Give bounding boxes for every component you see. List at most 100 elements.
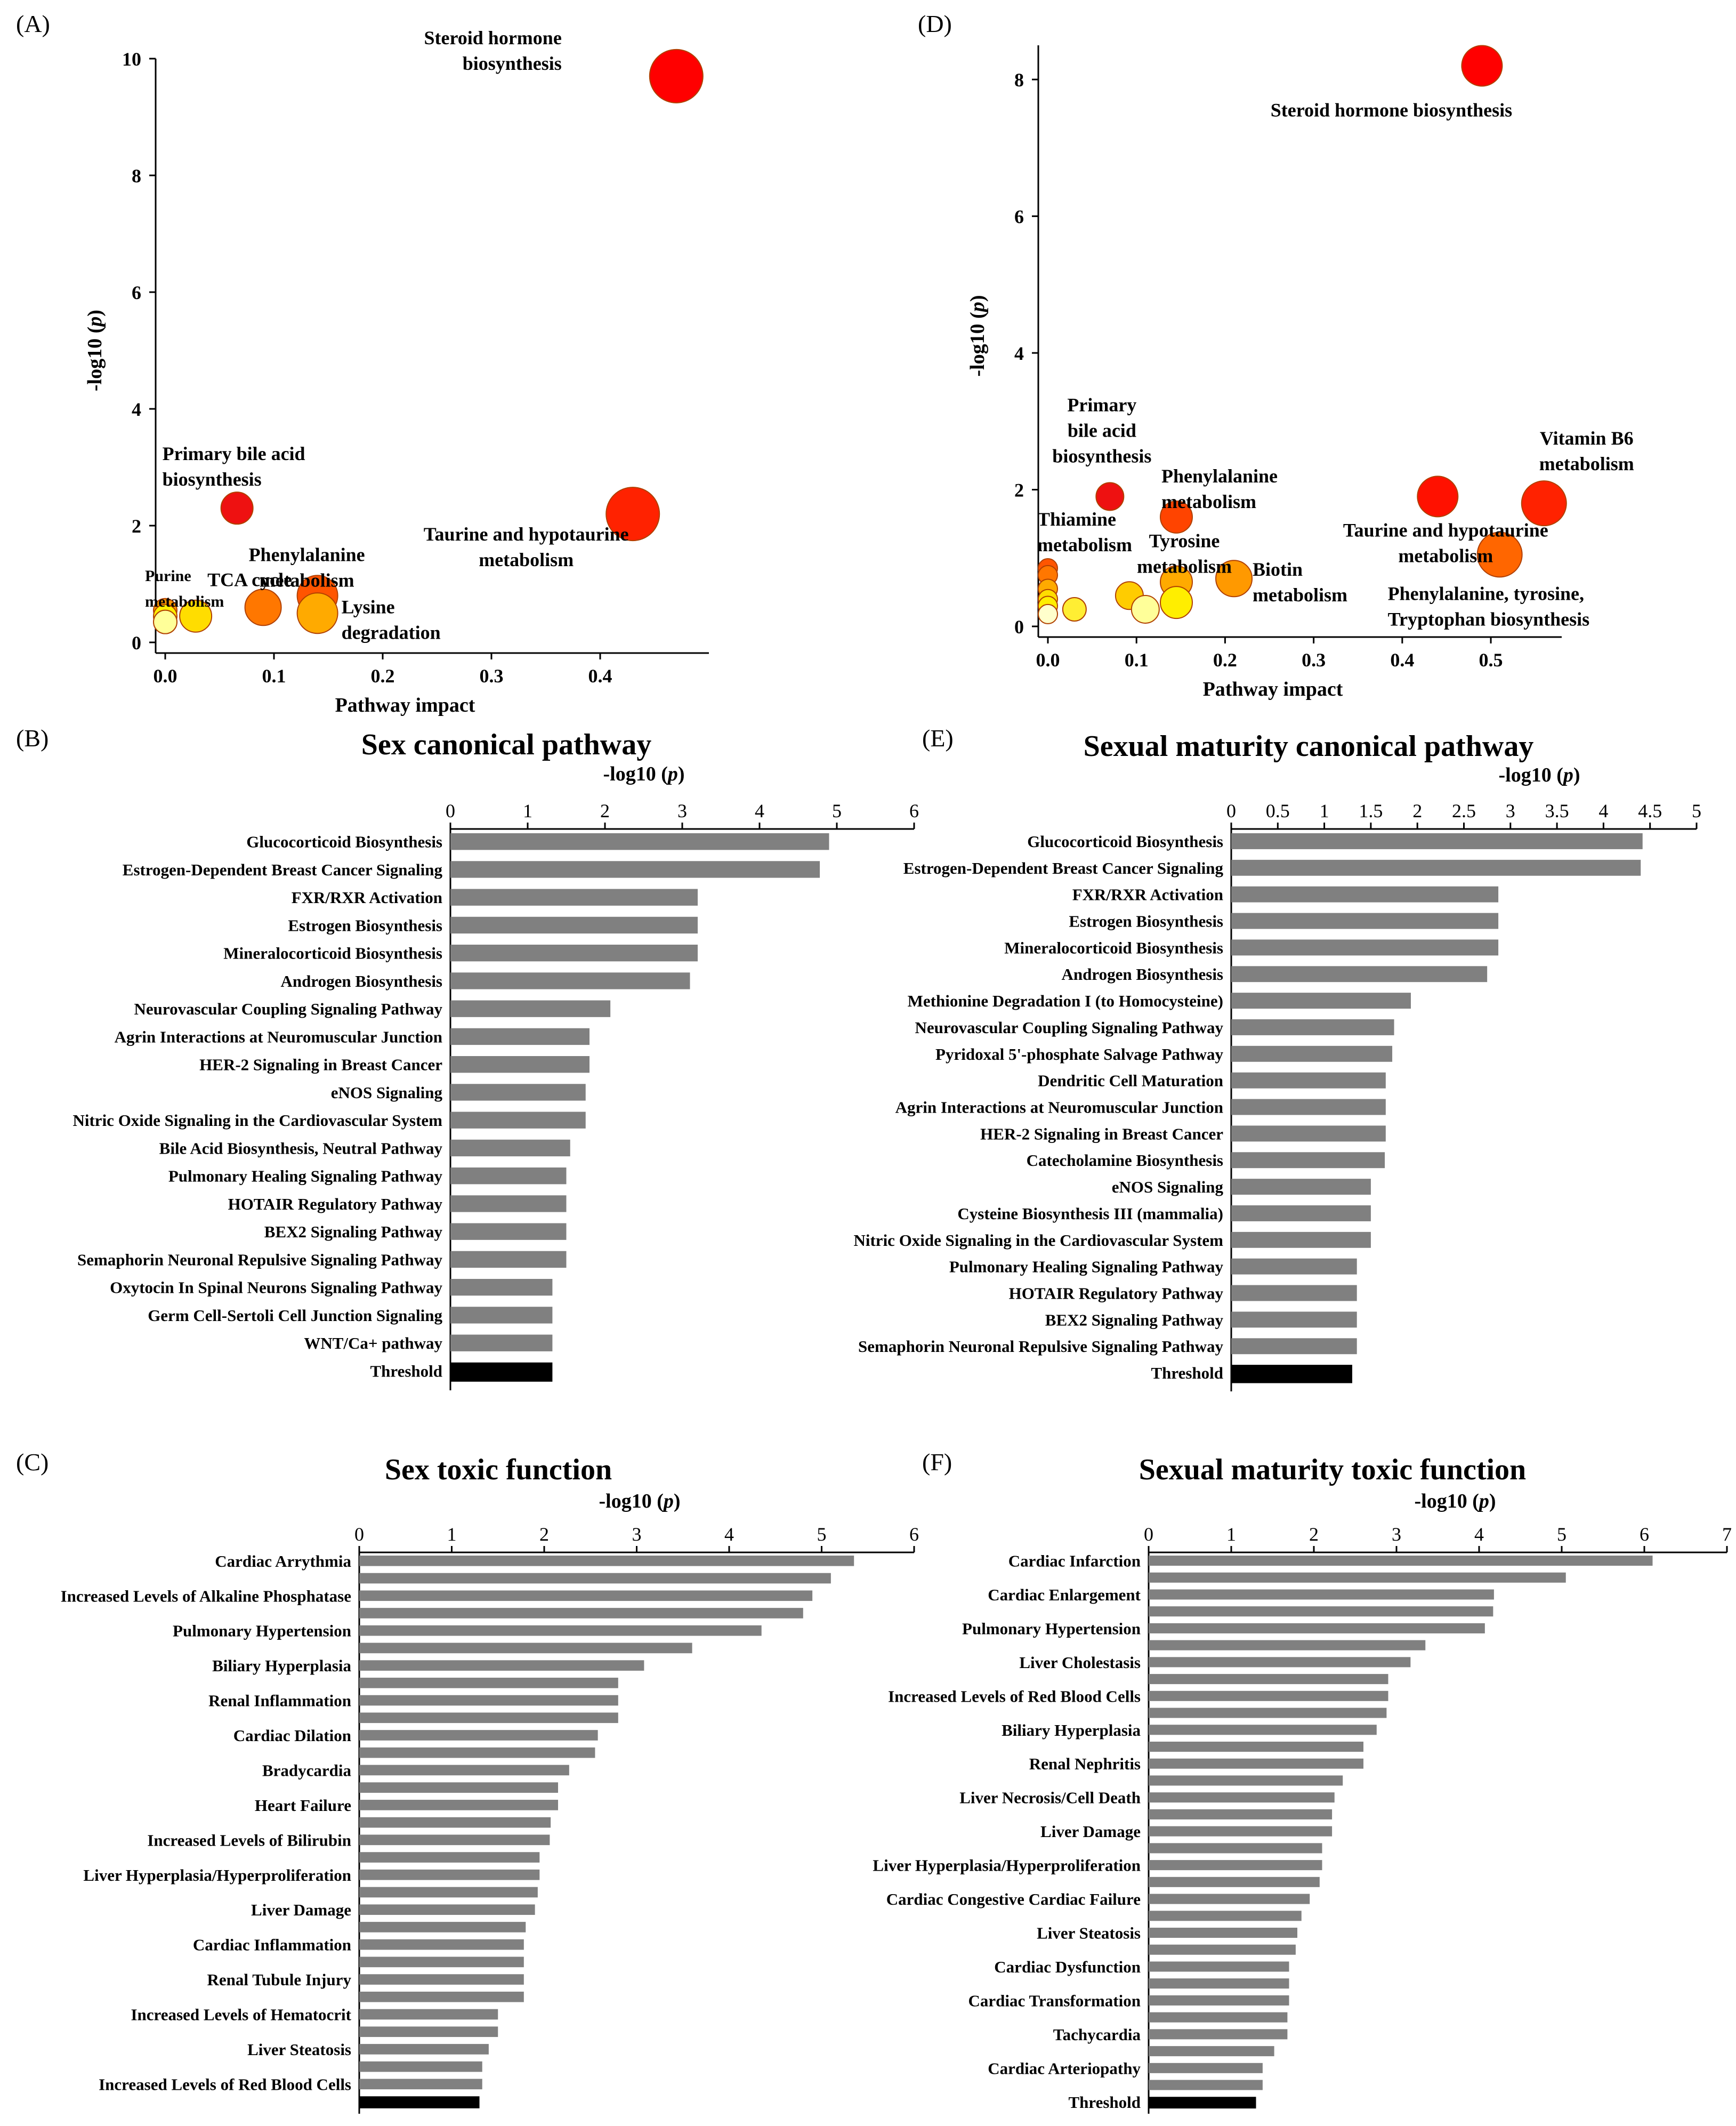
x-tick-label: 4	[1474, 1524, 1484, 1545]
bubble-point	[1476, 532, 1523, 578]
bubble-point	[179, 599, 213, 633]
bar	[450, 1279, 553, 1296]
bar	[1149, 1792, 1335, 1803]
category-label: Dendritic Cell Maturation	[1038, 1072, 1223, 1090]
bubble-point	[220, 492, 254, 525]
x-tick-label: 0.3	[480, 665, 504, 687]
category-label: Bile Acid Biosynthesis, Neutral Pathway	[159, 1139, 443, 1157]
category-label: Cardiac Arrythmia	[215, 1552, 351, 1571]
y-tick-label: 8	[1014, 69, 1024, 91]
bar	[1149, 1894, 1310, 1904]
x-tick-label: 1	[523, 800, 532, 822]
category-label: Cardiac Transformation	[968, 1991, 1141, 2010]
bar	[359, 2026, 498, 2038]
bar	[1149, 1725, 1377, 1735]
bar	[1149, 1623, 1485, 1633]
bar	[359, 1887, 538, 1898]
bubble-point	[1417, 476, 1459, 518]
x-tick-label: 0.1	[262, 665, 286, 687]
bar	[359, 1730, 598, 1741]
bar	[1231, 966, 1488, 983]
x-tick-label: 1	[1226, 1524, 1236, 1545]
category-label: Increased Levels of Bilirubin	[147, 1831, 351, 1849]
category-label: Agrin Interactions at Neuromuscular Junc…	[895, 1098, 1223, 1117]
x-tick-label: 0.5	[1266, 800, 1290, 822]
category-label: Cardiac Dysfunction	[994, 1958, 1141, 1976]
x-tick-label: 5	[1557, 1524, 1567, 1545]
panel-label: (C)	[16, 1448, 49, 1476]
category-label: Semaphorin Neuronal Repulsive Signaling …	[77, 1250, 442, 1269]
y-tick-label: 4	[1014, 343, 1024, 364]
x-axis-label: -log10 (p)	[1414, 1490, 1496, 1512]
category-label: Liver Damage	[1040, 1822, 1141, 1841]
category-label: Cardiac Arteriopathy	[988, 2059, 1141, 2077]
category-label: Increased Levels of Red Blood Cells	[888, 1687, 1141, 1705]
bar	[450, 1167, 567, 1185]
category-label: Renal Nephritis	[1029, 1754, 1141, 1773]
bubble-point	[1160, 586, 1193, 619]
bar	[1149, 2029, 1288, 2040]
category-label: Threshold	[370, 1362, 442, 1380]
panel-label: (A)	[16, 10, 50, 37]
bubble-point	[649, 49, 704, 103]
threshold-bar	[450, 1362, 553, 1382]
category-label: BEX2 Signaling Pathway	[1045, 1310, 1224, 1329]
bar	[359, 2044, 489, 2055]
bubble-point	[296, 592, 338, 634]
bubble-label: Phenylalanine, tyrosine, Tryptophan biosy…	[1388, 583, 1589, 630]
category-label: Nitric Oxide Signaling in the Cardiovasc…	[853, 1231, 1223, 1250]
bar	[1149, 1556, 1653, 1566]
bar	[359, 1956, 524, 1968]
bar	[1149, 1978, 1289, 1989]
bar	[450, 972, 690, 989]
bar	[359, 1608, 803, 1618]
bubble-label: Primary bile acid biosynthesis	[163, 443, 305, 490]
category-label: Bradycardia	[262, 1761, 352, 1779]
x-tick-label: 5	[1692, 800, 1701, 822]
chart-title: Sexual maturity canonical pathway	[1084, 730, 1534, 763]
category-label: Cardiac Inflammation	[193, 1936, 351, 1954]
category-label: Androgen Biosynthesis	[281, 972, 442, 990]
category-label: Biliary Hyperplasia	[212, 1656, 351, 1675]
category-label: Increased Levels of Red Blood Cells	[99, 2075, 351, 2093]
bar	[450, 1195, 567, 1212]
bar	[359, 1939, 524, 1950]
bubble-label: Phenylalanine metabolism	[249, 544, 365, 591]
x-tick-label: 6	[909, 800, 919, 822]
category-label: Estrogen Biosynthesis	[1069, 912, 1223, 931]
bubble-point	[1521, 480, 1567, 527]
bubble-point	[1461, 45, 1503, 87]
bar	[450, 1056, 590, 1073]
category-label: FXR/RXR Activation	[292, 888, 442, 907]
category-label: Pulmonary Hypertension	[962, 1619, 1141, 1638]
x-tick-label: 2	[1309, 1524, 1319, 1545]
x-tick-label: 0	[1144, 1524, 1153, 1545]
bubble-point	[605, 487, 660, 542]
bar	[359, 1834, 550, 1846]
y-tick-label: 10	[122, 49, 141, 70]
bar	[1231, 1285, 1357, 1301]
category-label: Increased Levels of Alkaline Phosphatase	[61, 1587, 351, 1605]
x-tick-label: 4	[1598, 800, 1608, 822]
x-tick-label: 0.0	[1036, 649, 1060, 671]
bar	[450, 945, 698, 962]
y-tick-label: 2	[1014, 480, 1024, 501]
x-tick-label: 0.5	[1479, 649, 1503, 671]
bar	[1149, 1860, 1322, 1871]
bar	[359, 1974, 524, 1985]
panel-A: (A) 0.0 0.1 0.2 0.3 0.4 0 2 4 6 8 10 Pathway impact -…	[16, 10, 709, 716]
x-tick-label: 0.3	[1302, 649, 1326, 671]
bar	[1149, 2046, 1274, 2057]
threshold-bar	[1231, 1365, 1352, 1383]
bar	[359, 1765, 569, 1776]
bar	[359, 1660, 644, 1671]
threshold-bar	[1149, 2097, 1256, 2109]
bar	[1149, 2012, 1288, 2023]
x-tick-label: 1	[447, 1524, 457, 1545]
bar	[1149, 1572, 1566, 1583]
bubble-label: Vitamin B6 metabolism	[1539, 428, 1634, 474]
y-tick-label: 2	[132, 516, 141, 537]
bar	[450, 1139, 570, 1157]
y-tick-label: 4	[132, 399, 141, 420]
bar	[1231, 859, 1641, 876]
